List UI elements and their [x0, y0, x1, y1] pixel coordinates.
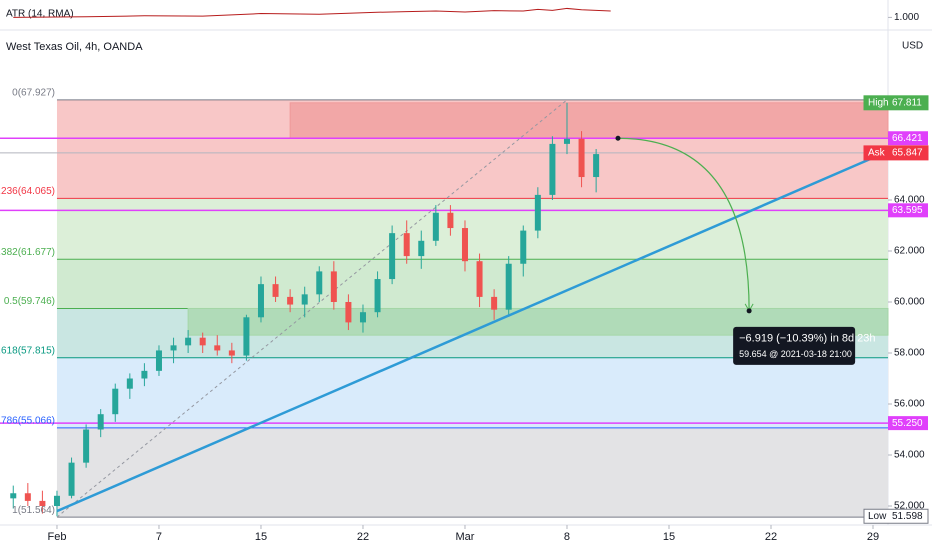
price-tag-name: Low	[868, 511, 887, 522]
forecast-label: −6.919 (−10.39%) in 8d 23h	[739, 333, 875, 345]
price-tag	[888, 203, 928, 218]
candle-body	[185, 337, 192, 346]
candle-body	[68, 462, 75, 496]
price-tag	[863, 95, 929, 111]
candle-body	[39, 500, 46, 507]
x-tick-label: 15	[255, 531, 267, 543]
fib-band	[56, 259, 888, 309]
candle-body	[593, 154, 600, 178]
price-tag-label: 55.250	[892, 418, 923, 429]
indicator-tick-label: 1.000	[894, 12, 919, 23]
y-tick-label: 60.000	[894, 297, 925, 308]
y-tick-label: 58.000	[894, 348, 925, 359]
forecast-sublabel: 59.654 @ 2021-03-18 21:00	[739, 349, 852, 359]
candle-body	[126, 378, 133, 389]
candle-body	[476, 261, 483, 297]
candle-body	[287, 296, 294, 305]
price-tag-label: 65.847	[892, 148, 923, 159]
plot	[0, 99, 889, 518]
fib-label: 0.236(64.065)	[0, 186, 55, 197]
currency: USD	[902, 41, 923, 52]
candle-body	[243, 317, 250, 356]
fib-label: 0.618(57.815)	[0, 345, 55, 356]
chart-title: West Texas Oil, 4h, OANDA	[6, 41, 143, 53]
price-tag	[863, 145, 929, 161]
candle-body	[534, 194, 541, 231]
candle-body	[155, 350, 162, 371]
candle-body	[403, 233, 410, 257]
x-tick-label: 29	[867, 531, 879, 543]
fib-label: 0.786(55.066)	[0, 415, 55, 426]
candle-body	[389, 233, 396, 280]
price-tag	[863, 508, 929, 524]
candle-body	[24, 493, 31, 501]
candle-body	[97, 414, 104, 430]
candle-body	[330, 271, 337, 302]
candle-body	[199, 337, 206, 346]
candle-body	[418, 240, 425, 257]
candle-body	[10, 493, 17, 499]
candle-body	[301, 294, 308, 305]
y-tick-label: 52.000	[894, 501, 925, 512]
candle-body	[53, 495, 60, 507]
x-tick-label: 22	[765, 531, 777, 543]
x-tick-label: 7	[156, 531, 162, 543]
forecast-box	[733, 326, 856, 365]
forecast-point	[746, 308, 752, 314]
price-tag-name: High	[868, 97, 889, 108]
y-tick-label: 56.000	[894, 399, 925, 410]
price-tag-label: 63.595	[892, 205, 923, 216]
forecast-arrow	[617, 137, 750, 311]
candle-body	[549, 143, 556, 195]
candle-body	[520, 230, 527, 264]
candle-body	[316, 271, 323, 295]
price-tag	[888, 416, 928, 431]
indicator-line	[13, 7, 611, 18]
price-tag-label: 51.598	[892, 511, 923, 522]
candle-body	[214, 345, 221, 351]
x-tick-label: 15	[663, 531, 675, 543]
range-box	[289, 102, 889, 139]
candle-body	[359, 312, 366, 323]
candle-body	[112, 388, 119, 415]
indicator-name: ATR (14, RMA)	[6, 9, 74, 20]
candle-body	[563, 138, 570, 144]
y-tick-label: 54.000	[894, 450, 925, 461]
candle-body	[461, 228, 468, 262]
candle-body	[447, 212, 454, 229]
x-tick-label: 22	[357, 531, 369, 543]
candle-body	[505, 263, 512, 310]
y-tick-label: 62.000	[894, 246, 925, 257]
fib-band	[56, 427, 888, 518]
forecast-point	[615, 135, 621, 141]
fib-label: 0(67.927)	[12, 87, 55, 98]
x-tick-label: Mar	[456, 531, 475, 543]
price-tag-label: 66.421	[892, 133, 923, 144]
candle-body	[432, 212, 439, 241]
candle-body	[345, 301, 352, 323]
x-tick-label: Feb	[47, 531, 66, 543]
fib-label: 0.382(61.677)	[0, 247, 55, 258]
candle-body	[228, 350, 235, 356]
trendline	[56, 150, 889, 513]
candle-body	[578, 138, 585, 178]
x-tick-label: 8	[564, 531, 570, 543]
candle-body	[83, 429, 90, 463]
candle-body	[272, 284, 279, 297]
fib-label: 0.5(59.746)	[4, 296, 55, 307]
candle-body	[170, 345, 177, 351]
candle-body	[491, 296, 498, 310]
candle-body	[257, 284, 264, 318]
fib-band	[56, 198, 888, 260]
price-tag-name: Ask	[868, 148, 886, 159]
price-tag	[888, 131, 928, 146]
price-tag-label: 67.811	[892, 97, 922, 108]
candle-body	[141, 370, 148, 379]
y-tick-label: 64.000	[894, 195, 925, 206]
fib-band	[56, 357, 888, 428]
fib-trend	[56, 99, 568, 518]
candle-body	[374, 279, 381, 313]
fib-label: 1(51.564)	[12, 505, 55, 516]
